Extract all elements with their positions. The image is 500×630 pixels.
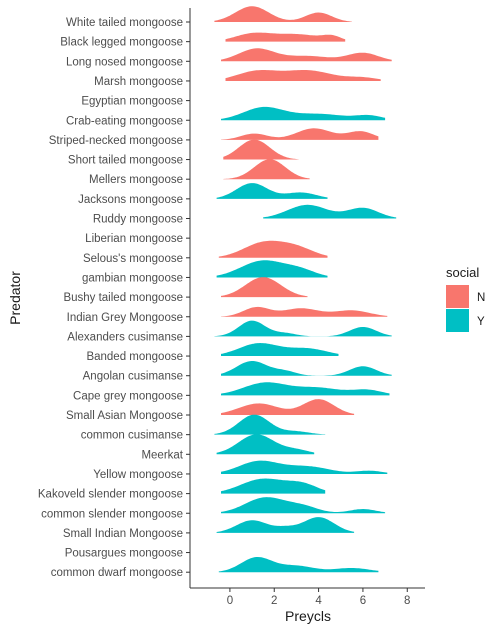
ridge-Y (216, 434, 315, 455)
y-axis-title: Predator (7, 271, 23, 325)
x-tick-label: 2 (271, 595, 277, 607)
y-tick-label: Yellow mongoose (93, 469, 183, 481)
legend-key-Y (446, 309, 469, 332)
ridge-Y (221, 460, 388, 474)
ridge-N (221, 399, 355, 415)
y-tick-label: Black legged mongoose (60, 37, 183, 49)
y-tick-label: common dwarf mongoose (51, 567, 183, 579)
x-tick-label: 4 (315, 595, 322, 607)
x-tick-label: 6 (360, 595, 366, 607)
y-tick-label: Short tailed mongoose (68, 155, 183, 167)
y-tick-label: Bushy tailed mongoose (63, 292, 183, 304)
y-tick-label: Small Asian Mongoose (66, 410, 183, 422)
y-tick-label: Long nosed mongoose (66, 56, 183, 68)
ridge-Y (221, 106, 386, 121)
y-tick-label: gambian mongoose (82, 272, 183, 284)
x-axis-title: Preycls (285, 608, 331, 624)
y-tick-label: Banded mongoose (86, 351, 183, 363)
ridge-N (225, 70, 381, 81)
ridge-N (221, 48, 392, 62)
ridge-Y (214, 320, 392, 337)
ridge-Y (218, 557, 379, 573)
ridge-Y (216, 260, 328, 278)
legend-label-N: N (477, 292, 485, 304)
ridge-N (223, 139, 299, 160)
ridge-Y (221, 382, 390, 396)
ridge-N (225, 32, 346, 42)
y-tick-label: Cape grey mongoose (73, 390, 183, 402)
y-tick-label: common slender mongoose (41, 508, 183, 520)
y-tick-label: White tailed mongoose (66, 17, 183, 29)
x-axis-ticks: 0 2 4 6 8 (227, 588, 410, 607)
y-tick-label: Liberian mongoose (85, 233, 183, 245)
y-tick-label: Marsh mongoose (94, 76, 183, 88)
ridge-N (218, 240, 328, 258)
y-tick-label: Mellers mongoose (89, 174, 183, 186)
ridge-N (221, 306, 388, 317)
y-tick-label: Small Indian Mongoose (63, 528, 183, 540)
ridge-Y (216, 517, 355, 533)
y-tick-label: Crab-eating mongoose (66, 115, 183, 127)
legend-title: social (446, 265, 479, 280)
ridge-Y (216, 183, 328, 199)
ridge-Y (221, 497, 386, 514)
y-tick-label: Pousargues mongoose (65, 548, 183, 560)
y-tick-label: Kakoveld slender mongoose (38, 489, 183, 501)
y-tick-label: Angolan cusimanse (83, 371, 183, 383)
ridge-Y (221, 478, 326, 494)
ridges-layer (214, 6, 397, 573)
ridge-N (223, 159, 310, 180)
legend-key-N (446, 285, 469, 308)
x-tick-label: 0 (227, 595, 233, 607)
x-tick-label: 8 (404, 595, 410, 607)
ridge-N (221, 128, 379, 140)
ridge-Y (214, 414, 326, 435)
ridge-Y (221, 361, 392, 376)
y-tick-label: Striped-necked mongoose (49, 135, 183, 147)
y-tick-label: Egyptian mongoose (81, 96, 183, 108)
y-tick-label: Selous's mongoose (83, 253, 183, 265)
y-axis-tick-labels: White tailed mongoose Black legged mongoo… (38, 17, 190, 579)
y-tick-label: Alexanders cusimanse (67, 331, 183, 343)
y-tick-label: Jacksons mongoose (78, 194, 183, 206)
y-tick-label: Ruddy mongoose (93, 214, 183, 226)
legend-label-Y: Y (477, 316, 485, 328)
y-tick-label: common cusimanse (81, 430, 183, 442)
ridge-N (221, 277, 308, 298)
legend: social NY (446, 265, 485, 332)
ridge-Y (263, 204, 397, 219)
ridge-Y (221, 343, 339, 357)
y-tick-label: Meerkat (141, 449, 183, 461)
ridge-N (214, 6, 352, 22)
y-tick-label: Indian Grey Mongoose (67, 312, 183, 324)
